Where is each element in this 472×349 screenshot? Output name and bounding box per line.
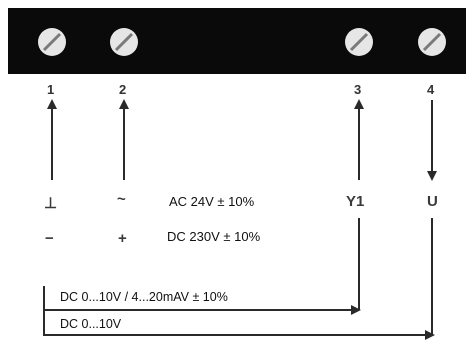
ac-supply-spec: AC 24V ± 10% xyxy=(169,194,255,209)
screw-terminal-3 xyxy=(345,28,373,56)
ac-symbol: ~ xyxy=(117,191,126,208)
terminal-block xyxy=(8,8,466,74)
dc-supply-spec: DC 230V ± 10% xyxy=(167,229,261,244)
terminal-number-3: 3 xyxy=(354,82,361,97)
screw-terminal-4 xyxy=(418,28,446,56)
ground-symbol: ⊥ xyxy=(44,195,57,212)
plus-symbol: + xyxy=(118,230,127,247)
screw-terminal-2 xyxy=(110,28,138,56)
signal-line-label-2: DC 0...10V xyxy=(60,317,122,331)
terminal-number-1: 1 xyxy=(47,82,54,97)
label-y1: Y1 xyxy=(346,193,364,210)
terminal-number-2: 2 xyxy=(119,82,126,97)
minus-symbol: − xyxy=(45,230,54,247)
label-u: U xyxy=(427,193,438,210)
terminal-number-4: 4 xyxy=(427,82,435,97)
signal-line-label-1: DC 0...10V / 4...20mAV ± 10% xyxy=(60,290,228,304)
screw-terminal-1 xyxy=(38,28,66,56)
